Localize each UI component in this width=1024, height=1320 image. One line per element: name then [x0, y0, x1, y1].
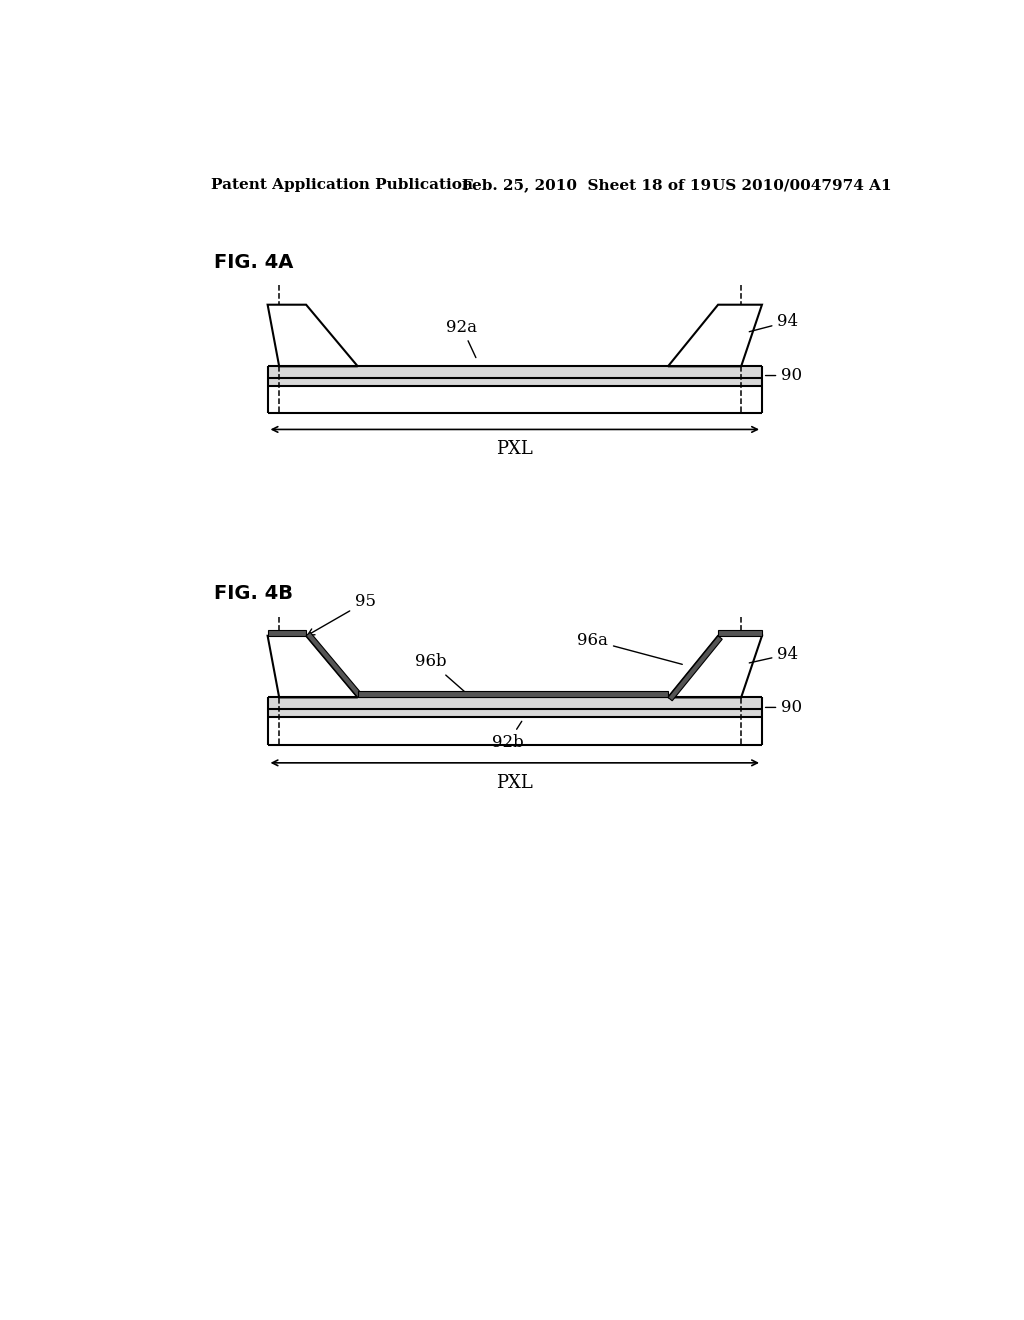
Text: 94: 94: [750, 645, 799, 663]
Text: US 2010/0047974 A1: US 2010/0047974 A1: [712, 178, 892, 193]
Text: 92b: 92b: [492, 721, 523, 751]
Bar: [267, 367, 762, 385]
Text: Patent Application Publication: Patent Application Publication: [211, 178, 473, 193]
Polygon shape: [267, 636, 357, 697]
Polygon shape: [668, 305, 762, 367]
Polygon shape: [718, 630, 762, 636]
Polygon shape: [357, 692, 668, 697]
Bar: [267, 697, 762, 717]
Text: 90: 90: [766, 698, 803, 715]
Polygon shape: [668, 636, 762, 697]
Polygon shape: [668, 636, 722, 701]
Text: 94: 94: [750, 313, 799, 331]
Polygon shape: [267, 305, 357, 367]
Text: FIG. 4B: FIG. 4B: [214, 583, 293, 603]
Text: 95: 95: [307, 594, 376, 635]
Text: Feb. 25, 2010  Sheet 18 of 19: Feb. 25, 2010 Sheet 18 of 19: [462, 178, 711, 193]
Text: FIG. 4A: FIG. 4A: [214, 253, 293, 272]
Polygon shape: [267, 630, 306, 636]
Text: 96a: 96a: [578, 632, 682, 664]
Text: 92a: 92a: [446, 318, 477, 358]
Text: 90: 90: [766, 367, 803, 384]
Polygon shape: [306, 632, 361, 697]
Text: PXL: PXL: [497, 441, 534, 458]
Text: PXL: PXL: [497, 774, 534, 792]
Text: 96b: 96b: [415, 653, 467, 694]
